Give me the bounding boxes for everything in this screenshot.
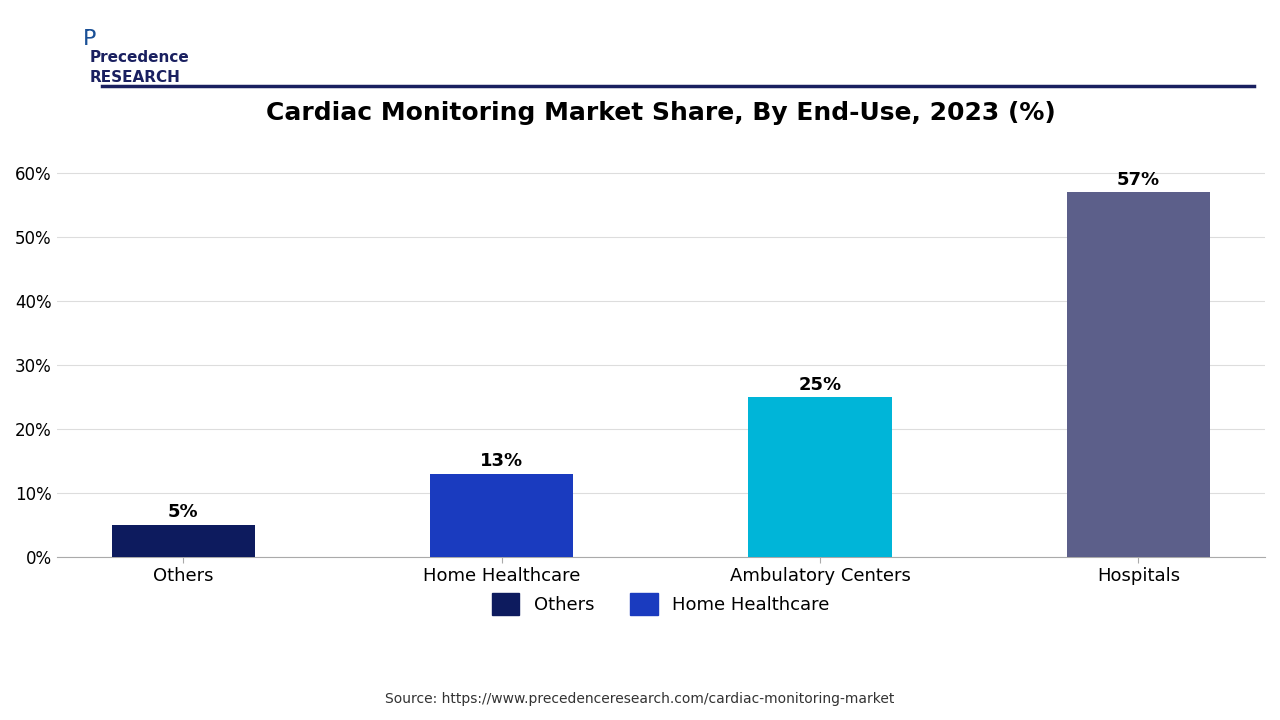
Text: Precedence
RESEARCH: Precedence RESEARCH (90, 50, 189, 85)
Bar (749, 397, 892, 557)
Bar (1066, 192, 1210, 557)
Text: 5%: 5% (168, 503, 198, 521)
Text: Source: https://www.precedenceresearch.com/cardiac-monitoring-market: Source: https://www.precedenceresearch.c… (385, 692, 895, 706)
Text: 13%: 13% (480, 452, 524, 470)
Legend: Others, Home Healthcare: Others, Home Healthcare (485, 586, 837, 622)
Title: Cardiac Monitoring Market Share, By End-Use, 2023 (%): Cardiac Monitoring Market Share, By End-… (266, 102, 1056, 125)
Text: P̈: P̈ (83, 29, 96, 49)
Bar (111, 525, 255, 557)
Bar (430, 474, 573, 557)
Text: 25%: 25% (799, 376, 841, 394)
Text: 57%: 57% (1117, 171, 1160, 189)
